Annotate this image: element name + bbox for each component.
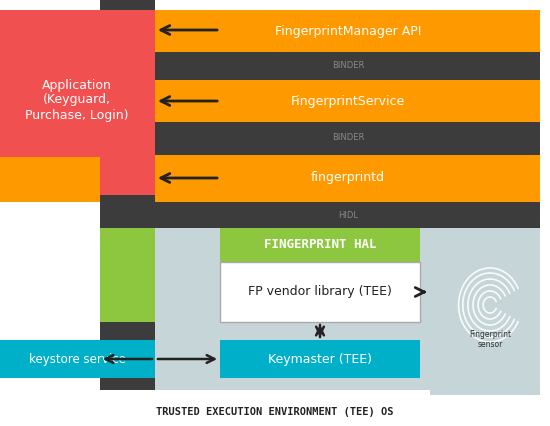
Text: HIDL: HIDL bbox=[338, 210, 358, 219]
Bar bbox=[155, 155, 540, 202]
Text: fingerprintd: fingerprintd bbox=[311, 172, 385, 184]
Bar bbox=[0, 10, 155, 195]
Bar bbox=[155, 80, 540, 122]
Bar bbox=[220, 228, 420, 262]
Text: FINGERPRINT HAL: FINGERPRINT HAL bbox=[264, 239, 376, 251]
Bar bbox=[220, 262, 420, 322]
Text: TRUSTED EXECUTION ENVIRONMENT (TEE) OS: TRUSTED EXECUTION ENVIRONMENT (TEE) OS bbox=[156, 407, 394, 417]
Text: keystore service: keystore service bbox=[29, 352, 125, 366]
Text: Keymaster (TEE): Keymaster (TEE) bbox=[268, 352, 372, 366]
Text: FP vendor library (TEE): FP vendor library (TEE) bbox=[248, 285, 392, 299]
Bar bbox=[155, 10, 540, 52]
Text: Application
(Keyguard,
Purchase, Login): Application (Keyguard, Purchase, Login) bbox=[25, 78, 129, 121]
Bar bbox=[155, 52, 540, 80]
Bar bbox=[430, 255, 540, 395]
Bar bbox=[0, 340, 155, 378]
Bar bbox=[0, 157, 100, 202]
Bar bbox=[220, 340, 420, 378]
Text: FingerprintManager API: FingerprintManager API bbox=[275, 25, 421, 37]
Bar bbox=[100, 228, 540, 322]
Text: FingerprintService: FingerprintService bbox=[291, 95, 405, 107]
Text: BINDER: BINDER bbox=[332, 61, 364, 70]
Bar bbox=[155, 122, 540, 155]
Text: BINDER: BINDER bbox=[332, 133, 364, 143]
Bar bbox=[155, 228, 540, 390]
Text: Fingerprint
sensor: Fingerprint sensor bbox=[469, 330, 511, 349]
Bar bbox=[155, 202, 540, 228]
Bar bbox=[100, 0, 155, 390]
